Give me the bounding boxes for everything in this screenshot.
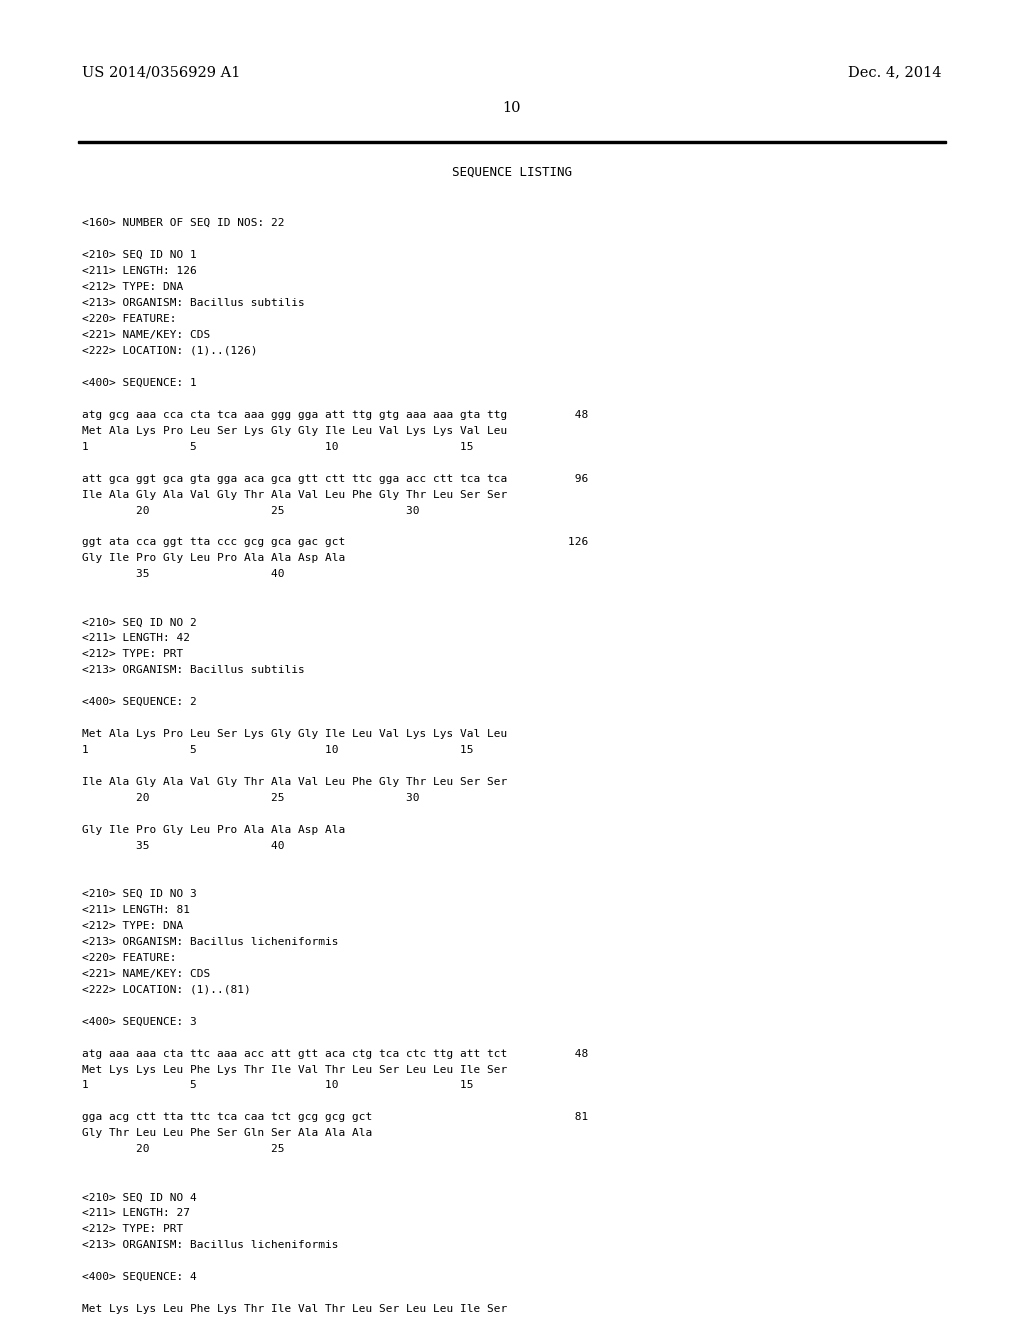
Text: <220> FEATURE:: <220> FEATURE: bbox=[82, 314, 176, 323]
Text: Ile Ala Gly Ala Val Gly Thr Ala Val Leu Phe Gly Thr Leu Ser Ser: Ile Ala Gly Ala Val Gly Thr Ala Val Leu … bbox=[82, 777, 507, 787]
Text: <211> LENGTH: 81: <211> LENGTH: 81 bbox=[82, 904, 190, 915]
Text: <211> LENGTH: 126: <211> LENGTH: 126 bbox=[82, 265, 197, 276]
Text: Met Lys Lys Leu Phe Lys Thr Ile Val Thr Leu Ser Leu Leu Ile Ser: Met Lys Lys Leu Phe Lys Thr Ile Val Thr … bbox=[82, 1064, 507, 1074]
Text: <213> ORGANISM: Bacillus licheniformis: <213> ORGANISM: Bacillus licheniformis bbox=[82, 937, 339, 946]
Text: 1               5                   10                  15: 1 5 10 15 bbox=[82, 442, 473, 451]
Text: Met Ala Lys Pro Leu Ser Lys Gly Gly Ile Leu Val Lys Lys Val Leu: Met Ala Lys Pro Leu Ser Lys Gly Gly Ile … bbox=[82, 729, 507, 739]
Text: Met Ala Lys Pro Leu Ser Lys Gly Gly Ile Leu Val Lys Lys Val Leu: Met Ala Lys Pro Leu Ser Lys Gly Gly Ile … bbox=[82, 425, 507, 436]
Text: <213> ORGANISM: Bacillus subtilis: <213> ORGANISM: Bacillus subtilis bbox=[82, 665, 305, 676]
Text: <211> LENGTH: 27: <211> LENGTH: 27 bbox=[82, 1208, 190, 1218]
Text: <220> FEATURE:: <220> FEATURE: bbox=[82, 953, 176, 962]
Text: <400> SEQUENCE: 1: <400> SEQUENCE: 1 bbox=[82, 378, 197, 388]
Text: <213> ORGANISM: Bacillus subtilis: <213> ORGANISM: Bacillus subtilis bbox=[82, 298, 305, 308]
Text: gga acg ctt tta ttc tca caa tct gcg gcg gct                              81: gga acg ctt tta ttc tca caa tct gcg gcg … bbox=[82, 1113, 588, 1122]
Text: <221> NAME/KEY: CDS: <221> NAME/KEY: CDS bbox=[82, 969, 210, 978]
Text: Gly Ile Pro Gly Leu Pro Ala Ala Asp Ala: Gly Ile Pro Gly Leu Pro Ala Ala Asp Ala bbox=[82, 553, 345, 564]
Text: <221> NAME/KEY: CDS: <221> NAME/KEY: CDS bbox=[82, 330, 210, 339]
Text: <210> SEQ ID NO 2: <210> SEQ ID NO 2 bbox=[82, 618, 197, 627]
Text: atg aaa aaa cta ttc aaa acc att gtt aca ctg tca ctc ttg att tct          48: atg aaa aaa cta ttc aaa acc att gtt aca … bbox=[82, 1048, 588, 1059]
Text: <210> SEQ ID NO 4: <210> SEQ ID NO 4 bbox=[82, 1192, 197, 1203]
Text: ggt ata cca ggt tta ccc gcg gca gac gct                                 126: ggt ata cca ggt tta ccc gcg gca gac gct … bbox=[82, 537, 588, 548]
Text: <212> TYPE: PRT: <212> TYPE: PRT bbox=[82, 1224, 183, 1234]
Text: <400> SEQUENCE: 3: <400> SEQUENCE: 3 bbox=[82, 1016, 197, 1027]
Text: <213> ORGANISM: Bacillus licheniformis: <213> ORGANISM: Bacillus licheniformis bbox=[82, 1241, 339, 1250]
Text: 1               5                   10                  15: 1 5 10 15 bbox=[82, 744, 473, 755]
Text: Ile Ala Gly Ala Val Gly Thr Ala Val Leu Phe Gly Thr Leu Ser Ser: Ile Ala Gly Ala Val Gly Thr Ala Val Leu … bbox=[82, 490, 507, 499]
Text: <160> NUMBER OF SEQ ID NOS: 22: <160> NUMBER OF SEQ ID NOS: 22 bbox=[82, 218, 285, 228]
Text: Dec. 4, 2014: Dec. 4, 2014 bbox=[849, 65, 942, 79]
Text: <211> LENGTH: 42: <211> LENGTH: 42 bbox=[82, 634, 190, 643]
Text: <210> SEQ ID NO 1: <210> SEQ ID NO 1 bbox=[82, 249, 197, 260]
Text: <400> SEQUENCE: 2: <400> SEQUENCE: 2 bbox=[82, 697, 197, 708]
Text: 35                  40: 35 40 bbox=[82, 569, 285, 579]
Text: 20                  25                  30: 20 25 30 bbox=[82, 506, 420, 516]
Text: <212> TYPE: PRT: <212> TYPE: PRT bbox=[82, 649, 183, 659]
Text: SEQUENCE LISTING: SEQUENCE LISTING bbox=[452, 165, 572, 178]
Text: US 2014/0356929 A1: US 2014/0356929 A1 bbox=[82, 65, 241, 79]
Text: <212> TYPE: DNA: <212> TYPE: DNA bbox=[82, 921, 183, 931]
Text: 10: 10 bbox=[503, 102, 521, 115]
Text: att gca ggt gca gta gga aca gca gtt ctt ttc gga acc ctt tca tca          96: att gca ggt gca gta gga aca gca gtt ctt … bbox=[82, 474, 588, 483]
Text: 20                  25                  30: 20 25 30 bbox=[82, 793, 420, 803]
Text: <222> LOCATION: (1)..(126): <222> LOCATION: (1)..(126) bbox=[82, 346, 257, 356]
Text: Met Lys Lys Leu Phe Lys Thr Ile Val Thr Leu Ser Leu Leu Ile Ser: Met Lys Lys Leu Phe Lys Thr Ile Val Thr … bbox=[82, 1304, 507, 1315]
Text: <400> SEQUENCE: 4: <400> SEQUENCE: 4 bbox=[82, 1272, 197, 1282]
Text: <212> TYPE: DNA: <212> TYPE: DNA bbox=[82, 282, 183, 292]
Text: <222> LOCATION: (1)..(81): <222> LOCATION: (1)..(81) bbox=[82, 985, 251, 995]
Text: 35                  40: 35 40 bbox=[82, 841, 285, 851]
Text: <210> SEQ ID NO 3: <210> SEQ ID NO 3 bbox=[82, 888, 197, 899]
Text: Gly Ile Pro Gly Leu Pro Ala Ala Asp Ala: Gly Ile Pro Gly Leu Pro Ala Ala Asp Ala bbox=[82, 825, 345, 836]
Text: Gly Thr Leu Leu Phe Ser Gln Ser Ala Ala Ala: Gly Thr Leu Leu Phe Ser Gln Ser Ala Ala … bbox=[82, 1129, 373, 1138]
Text: 20                  25: 20 25 bbox=[82, 1144, 285, 1155]
Text: atg gcg aaa cca cta tca aaa ggg gga att ttg gtg aaa aaa gta ttg          48: atg gcg aaa cca cta tca aaa ggg gga att … bbox=[82, 409, 588, 420]
Text: 1               5                   10                  15: 1 5 10 15 bbox=[82, 1081, 473, 1090]
